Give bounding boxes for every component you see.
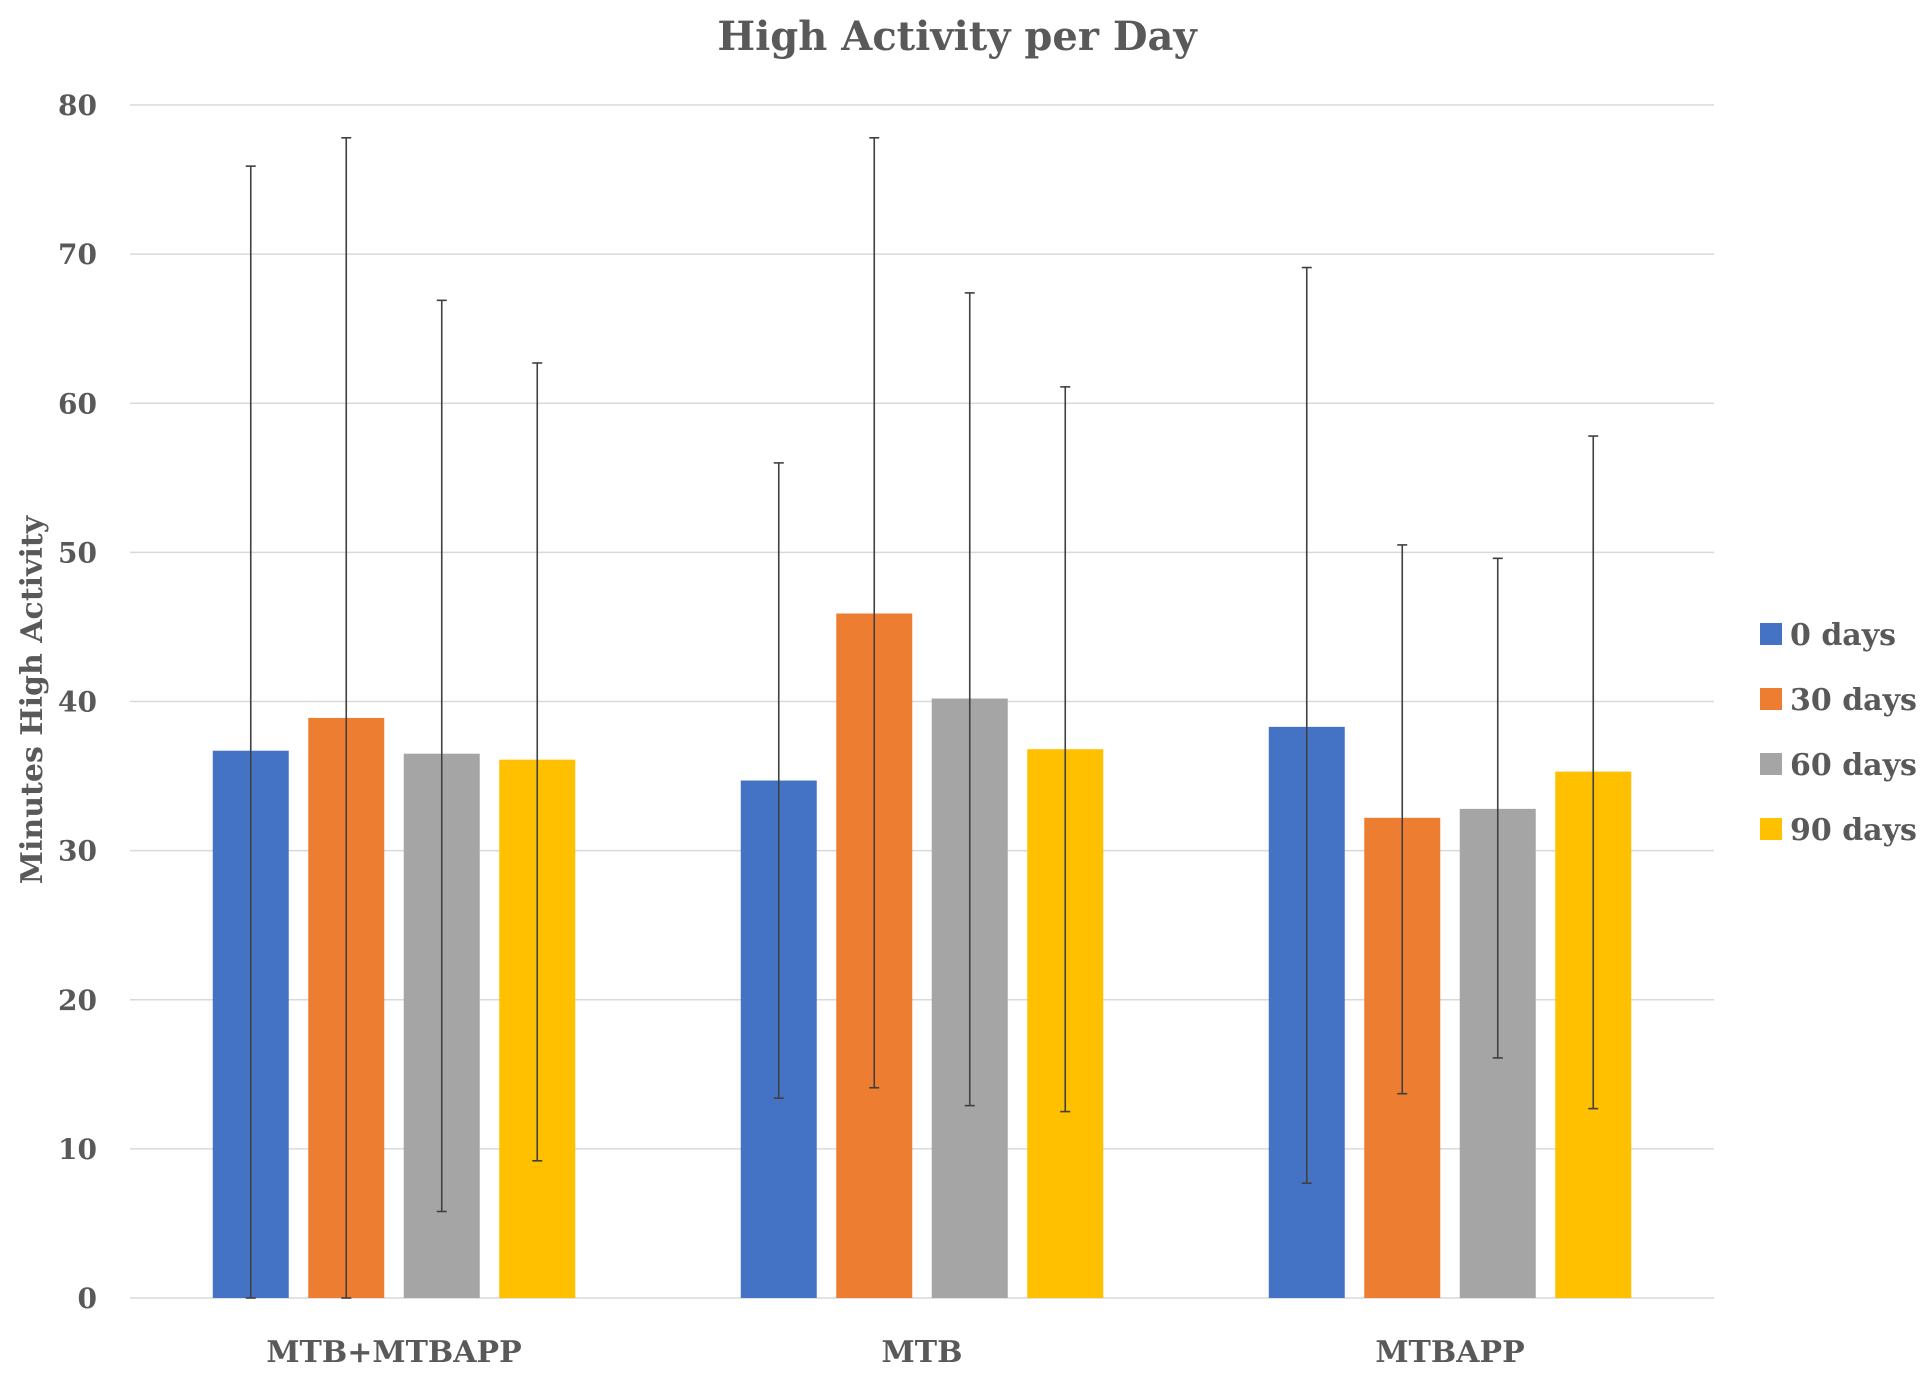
y-tick-label: 10	[58, 1133, 97, 1166]
legend-swatch	[1760, 688, 1782, 710]
legend-label: 60 days	[1790, 748, 1917, 783]
y-axis-label: Minutes High Activity	[15, 514, 50, 884]
legend-swatch	[1760, 818, 1782, 840]
y-tick-label: 70	[58, 238, 97, 271]
y-tick-label: 30	[58, 835, 97, 868]
y-tick-label: 0	[78, 1282, 97, 1315]
legend-swatch	[1760, 623, 1782, 645]
legend-label: 90 days	[1790, 813, 1917, 848]
y-tick-label: 60	[58, 387, 97, 420]
y-tick-label: 80	[58, 89, 97, 122]
y-tick-label: 50	[58, 536, 97, 569]
gridlines	[130, 104, 1714, 1299]
chart-title: High Activity per Day	[717, 13, 1198, 60]
y-tick-label: 40	[58, 686, 97, 719]
x-tick-label: MTB+MTBAPP	[266, 1335, 521, 1370]
y-axis-ticks: 0 10 20 30 40 50 60 70 80	[58, 89, 97, 1315]
x-axis-ticks: MTB+MTBAPP MTB MTBAPP	[266, 1335, 1524, 1370]
bars	[212, 613, 1632, 1298]
legend: 0 days 30 days 60 days 90 days	[1760, 618, 1917, 848]
y-tick-label: 20	[58, 984, 97, 1017]
legend-swatch	[1760, 753, 1782, 775]
x-tick-label: MTB	[882, 1335, 963, 1370]
legend-label: 30 days	[1790, 683, 1917, 718]
error-bars	[245, 137, 1599, 1299]
legend-label: 0 days	[1790, 618, 1896, 653]
x-tick-label: MTBAPP	[1375, 1335, 1524, 1370]
